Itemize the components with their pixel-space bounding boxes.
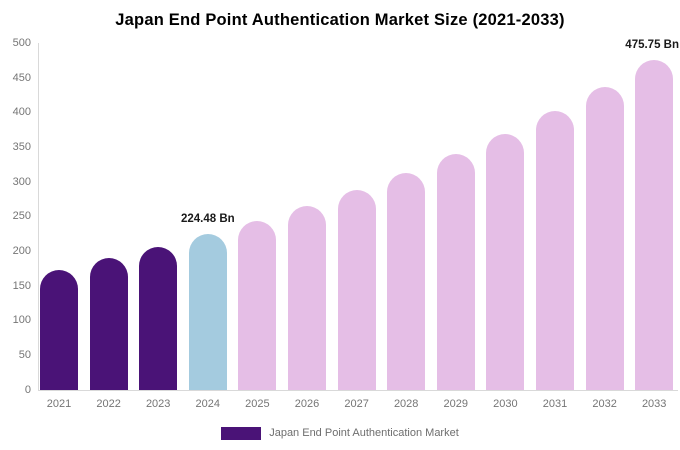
- bar-2033: [635, 60, 674, 390]
- bar-2026: [288, 206, 326, 390]
- x-tick-label-2027: 2027: [344, 398, 369, 410]
- x-tick-label-2023: 2023: [145, 398, 171, 410]
- value-label-2033: 475.75 Bn: [625, 39, 679, 52]
- x-tick-label-2030: 2030: [493, 398, 518, 410]
- bar-2029: [436, 154, 475, 390]
- x-tick-label-2028: 2028: [393, 398, 419, 410]
- y-tick-label: 300: [12, 175, 31, 188]
- bar-2025: [238, 220, 277, 390]
- chart-title: Japan End Point Authentication Market Si…: [115, 11, 565, 29]
- y-tick-label: 250: [12, 210, 31, 223]
- x-tick-label-2025: 2025: [245, 398, 270, 410]
- legend-swatch: [221, 426, 262, 440]
- bar-2030: [486, 134, 525, 390]
- bar-2031: [536, 111, 574, 390]
- bar-2028: [387, 173, 426, 390]
- x-tick-label-2032: 2032: [592, 398, 617, 410]
- x-tick-label-2029: 2029: [443, 398, 469, 410]
- legend-label: Japan End Point Authentication Market: [269, 427, 459, 439]
- bar-2032: [585, 87, 624, 390]
- y-tick-label: 350: [12, 140, 31, 153]
- value-label-2024: 224.48 Bn: [180, 213, 235, 226]
- y-tick-label: 500: [12, 36, 31, 49]
- y-tick-label: 50: [18, 348, 31, 361]
- bar-2023: [139, 246, 178, 390]
- bar-2027: [337, 190, 376, 390]
- bar-2022: [89, 258, 128, 390]
- bar-2021: [40, 270, 78, 390]
- x-tick-label-2031: 2031: [542, 398, 568, 410]
- x-tick-label-2021: 2021: [46, 398, 72, 410]
- y-tick-label: 0: [24, 383, 31, 396]
- y-tick-label: 400: [12, 106, 31, 119]
- bar-2024: [188, 234, 227, 390]
- x-tick-label-2033: 2033: [641, 398, 667, 410]
- y-tick-label: 200: [12, 244, 31, 257]
- y-axis-line: [38, 43, 39, 390]
- x-tick-label-2022: 2022: [96, 398, 121, 410]
- y-tick-label: 100: [12, 314, 31, 327]
- y-tick-label: 450: [12, 71, 31, 84]
- x-tick-label-2026: 2026: [294, 398, 320, 410]
- legend: Japan End Point Authentication Market: [0, 426, 680, 440]
- x-tick-label-2024: 2024: [195, 398, 221, 410]
- x-axis-line: [38, 390, 678, 391]
- y-tick-label: 150: [12, 279, 31, 292]
